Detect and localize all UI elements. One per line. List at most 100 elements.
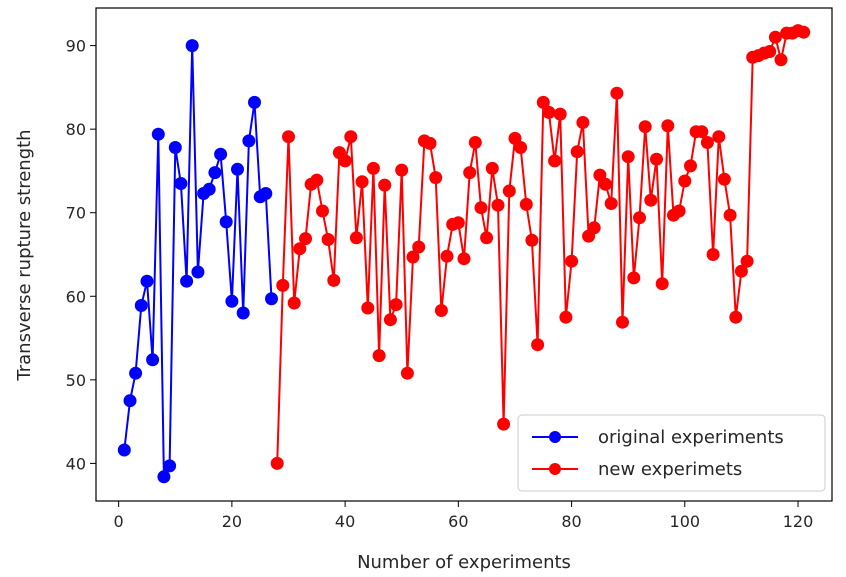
data-point bbox=[423, 136, 437, 150]
data-point bbox=[672, 204, 686, 218]
data-point bbox=[797, 25, 811, 39]
data-point bbox=[700, 136, 714, 149]
data-point bbox=[559, 310, 573, 324]
data-point bbox=[208, 166, 222, 180]
data-point bbox=[768, 30, 782, 44]
data-point bbox=[412, 240, 426, 254]
data-point bbox=[344, 130, 358, 144]
data-point bbox=[265, 292, 278, 306]
data-point bbox=[236, 306, 250, 320]
data-point bbox=[616, 315, 629, 329]
series-layer bbox=[117, 24, 811, 484]
data-point bbox=[621, 150, 635, 164]
data-point bbox=[695, 125, 709, 139]
data-point bbox=[729, 310, 743, 324]
data-point bbox=[650, 152, 663, 166]
data-point bbox=[270, 456, 284, 470]
data-point bbox=[242, 134, 256, 148]
series-line bbox=[276, 29, 804, 464]
data-point bbox=[463, 166, 477, 180]
data-point bbox=[474, 201, 488, 215]
data-point bbox=[355, 175, 369, 189]
data-point bbox=[117, 443, 131, 457]
legend-marker-original bbox=[549, 431, 561, 443]
data-point bbox=[763, 45, 777, 58]
x-tick-label: 0 bbox=[114, 512, 124, 531]
data-point bbox=[259, 187, 273, 200]
data-point bbox=[400, 366, 414, 380]
data-point bbox=[434, 304, 448, 317]
data-point bbox=[140, 274, 154, 288]
x-axis-label: Number of experiments bbox=[357, 552, 571, 573]
data-point bbox=[536, 95, 550, 109]
y-tick-label: 90 bbox=[66, 37, 86, 56]
data-point bbox=[740, 254, 754, 268]
data-point bbox=[163, 459, 177, 473]
data-point bbox=[644, 193, 658, 207]
data-point bbox=[174, 177, 188, 190]
data-point bbox=[678, 174, 692, 188]
data-point bbox=[123, 394, 137, 408]
data-point bbox=[604, 197, 618, 210]
legend-label-original: original experiments bbox=[598, 427, 784, 448]
data-point bbox=[491, 198, 505, 212]
data-point bbox=[774, 53, 788, 67]
data-point bbox=[191, 265, 205, 279]
data-point bbox=[389, 298, 403, 312]
data-point bbox=[723, 208, 737, 222]
x-tick-label: 60 bbox=[448, 512, 468, 531]
data-point bbox=[282, 130, 295, 144]
x-tick-label: 100 bbox=[670, 512, 701, 531]
y-tick-label: 70 bbox=[66, 204, 86, 223]
data-point bbox=[276, 278, 290, 292]
data-point bbox=[531, 338, 545, 352]
data-point bbox=[440, 249, 454, 263]
data-point bbox=[712, 130, 726, 144]
legend-marker-new bbox=[549, 463, 561, 475]
data-point bbox=[610, 86, 624, 100]
data-point bbox=[366, 161, 380, 175]
data-point bbox=[542, 105, 556, 119]
data-point bbox=[349, 231, 363, 245]
data-point bbox=[185, 39, 199, 53]
data-point bbox=[378, 178, 392, 192]
data-point bbox=[638, 120, 652, 134]
data-point bbox=[565, 254, 579, 268]
data-point bbox=[134, 299, 148, 312]
y-axis-ticks: 40 50 60 70 80 90 bbox=[66, 37, 96, 473]
data-point bbox=[406, 250, 420, 264]
data-point bbox=[299, 232, 312, 246]
series-new bbox=[270, 24, 811, 470]
data-point bbox=[361, 301, 375, 315]
data-point bbox=[248, 95, 261, 109]
data-point bbox=[219, 215, 233, 229]
y-tick-label: 60 bbox=[66, 287, 86, 306]
data-point bbox=[316, 204, 329, 218]
x-tick-label: 40 bbox=[335, 512, 355, 531]
data-point bbox=[576, 116, 590, 129]
data-point bbox=[321, 233, 335, 246]
data-point bbox=[451, 216, 465, 230]
data-point bbox=[519, 197, 533, 211]
legend-frame bbox=[517, 414, 826, 492]
data-point bbox=[734, 264, 748, 278]
data-point bbox=[627, 271, 641, 285]
legend-label-new: new experimets bbox=[598, 459, 742, 480]
data-point bbox=[180, 274, 194, 288]
data-point bbox=[327, 273, 341, 287]
y-tick-label: 40 bbox=[66, 454, 86, 473]
y-tick-label: 80 bbox=[66, 120, 86, 139]
data-point bbox=[168, 141, 182, 154]
data-point bbox=[287, 296, 301, 310]
data-point bbox=[514, 141, 528, 154]
y-axis-label: Transverse rupture strength bbox=[14, 129, 35, 381]
data-point bbox=[468, 136, 482, 149]
data-point bbox=[661, 119, 675, 133]
data-point bbox=[570, 145, 584, 159]
x-axis-ticks: 0 20 40 60 80 100 120 bbox=[114, 501, 814, 531]
data-point bbox=[599, 177, 612, 191]
x-tick-label: 120 bbox=[783, 512, 814, 531]
data-point bbox=[706, 248, 720, 261]
data-point bbox=[684, 159, 697, 173]
